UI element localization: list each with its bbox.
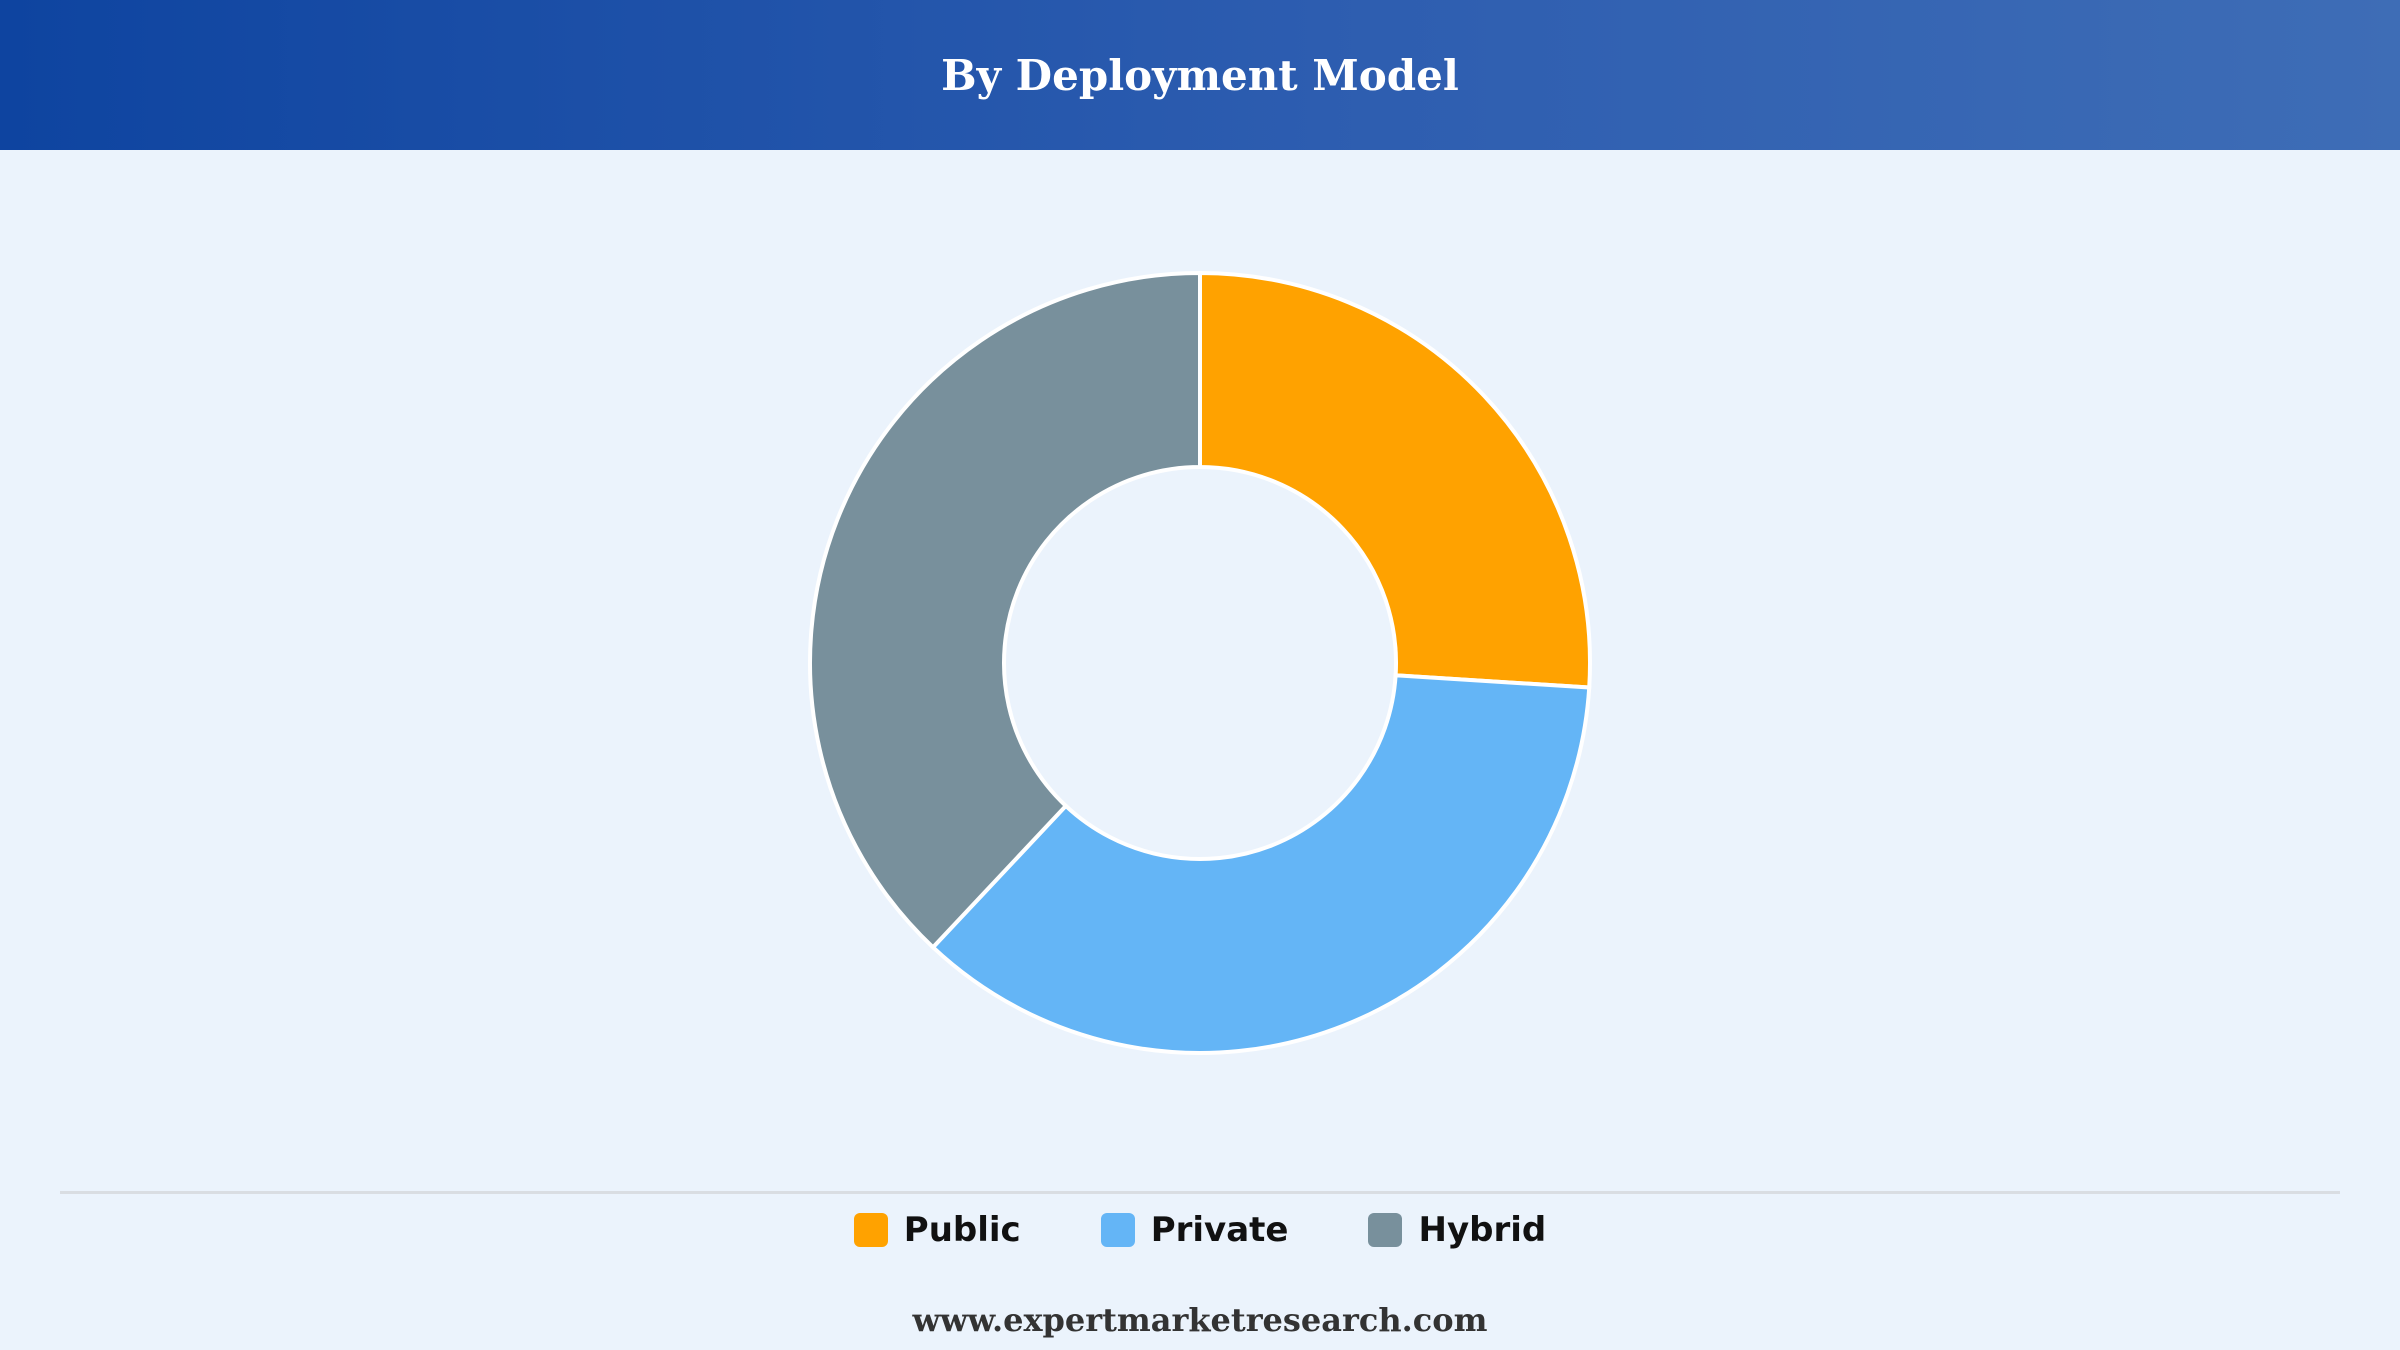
legend-swatch-public — [853, 1213, 888, 1247]
legend-item-public: Public — [853, 1210, 1021, 1250]
legend-label-private: Private — [1150, 1210, 1289, 1250]
chart-header: By Deployment Model — [0, 0, 2400, 150]
legend-label-hybrid: Hybrid — [1418, 1210, 1547, 1250]
donut-chart — [808, 270, 1592, 1055]
slice-private — [930, 673, 1592, 1055]
website-footer: www.expertmarketresearch.com — [912, 1301, 1488, 1339]
chart-title: By Deployment Model — [941, 50, 1459, 100]
chart-legend: Public Private Hybrid — [0, 1205, 2400, 1255]
legend-divider — [60, 1191, 2340, 1194]
legend-item-private: Private — [1100, 1210, 1289, 1250]
legend-label-public: Public — [903, 1210, 1021, 1250]
legend-swatch-private — [1100, 1213, 1135, 1247]
legend-swatch-hybrid — [1368, 1213, 1403, 1247]
slice-hybrid — [808, 270, 1202, 951]
legend-item-hybrid: Hybrid — [1368, 1210, 1546, 1250]
slice-public — [1198, 270, 1592, 690]
